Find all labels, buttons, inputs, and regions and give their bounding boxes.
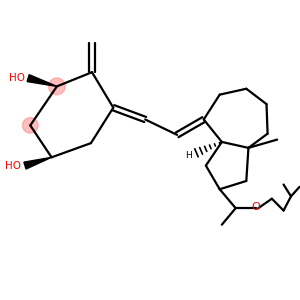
Polygon shape (27, 75, 57, 86)
Polygon shape (24, 157, 52, 169)
Text: HO: HO (5, 160, 21, 171)
Text: HO: HO (9, 73, 25, 83)
Text: H: H (185, 151, 192, 160)
Circle shape (22, 118, 38, 133)
Text: O: O (251, 202, 260, 212)
Circle shape (49, 78, 65, 95)
